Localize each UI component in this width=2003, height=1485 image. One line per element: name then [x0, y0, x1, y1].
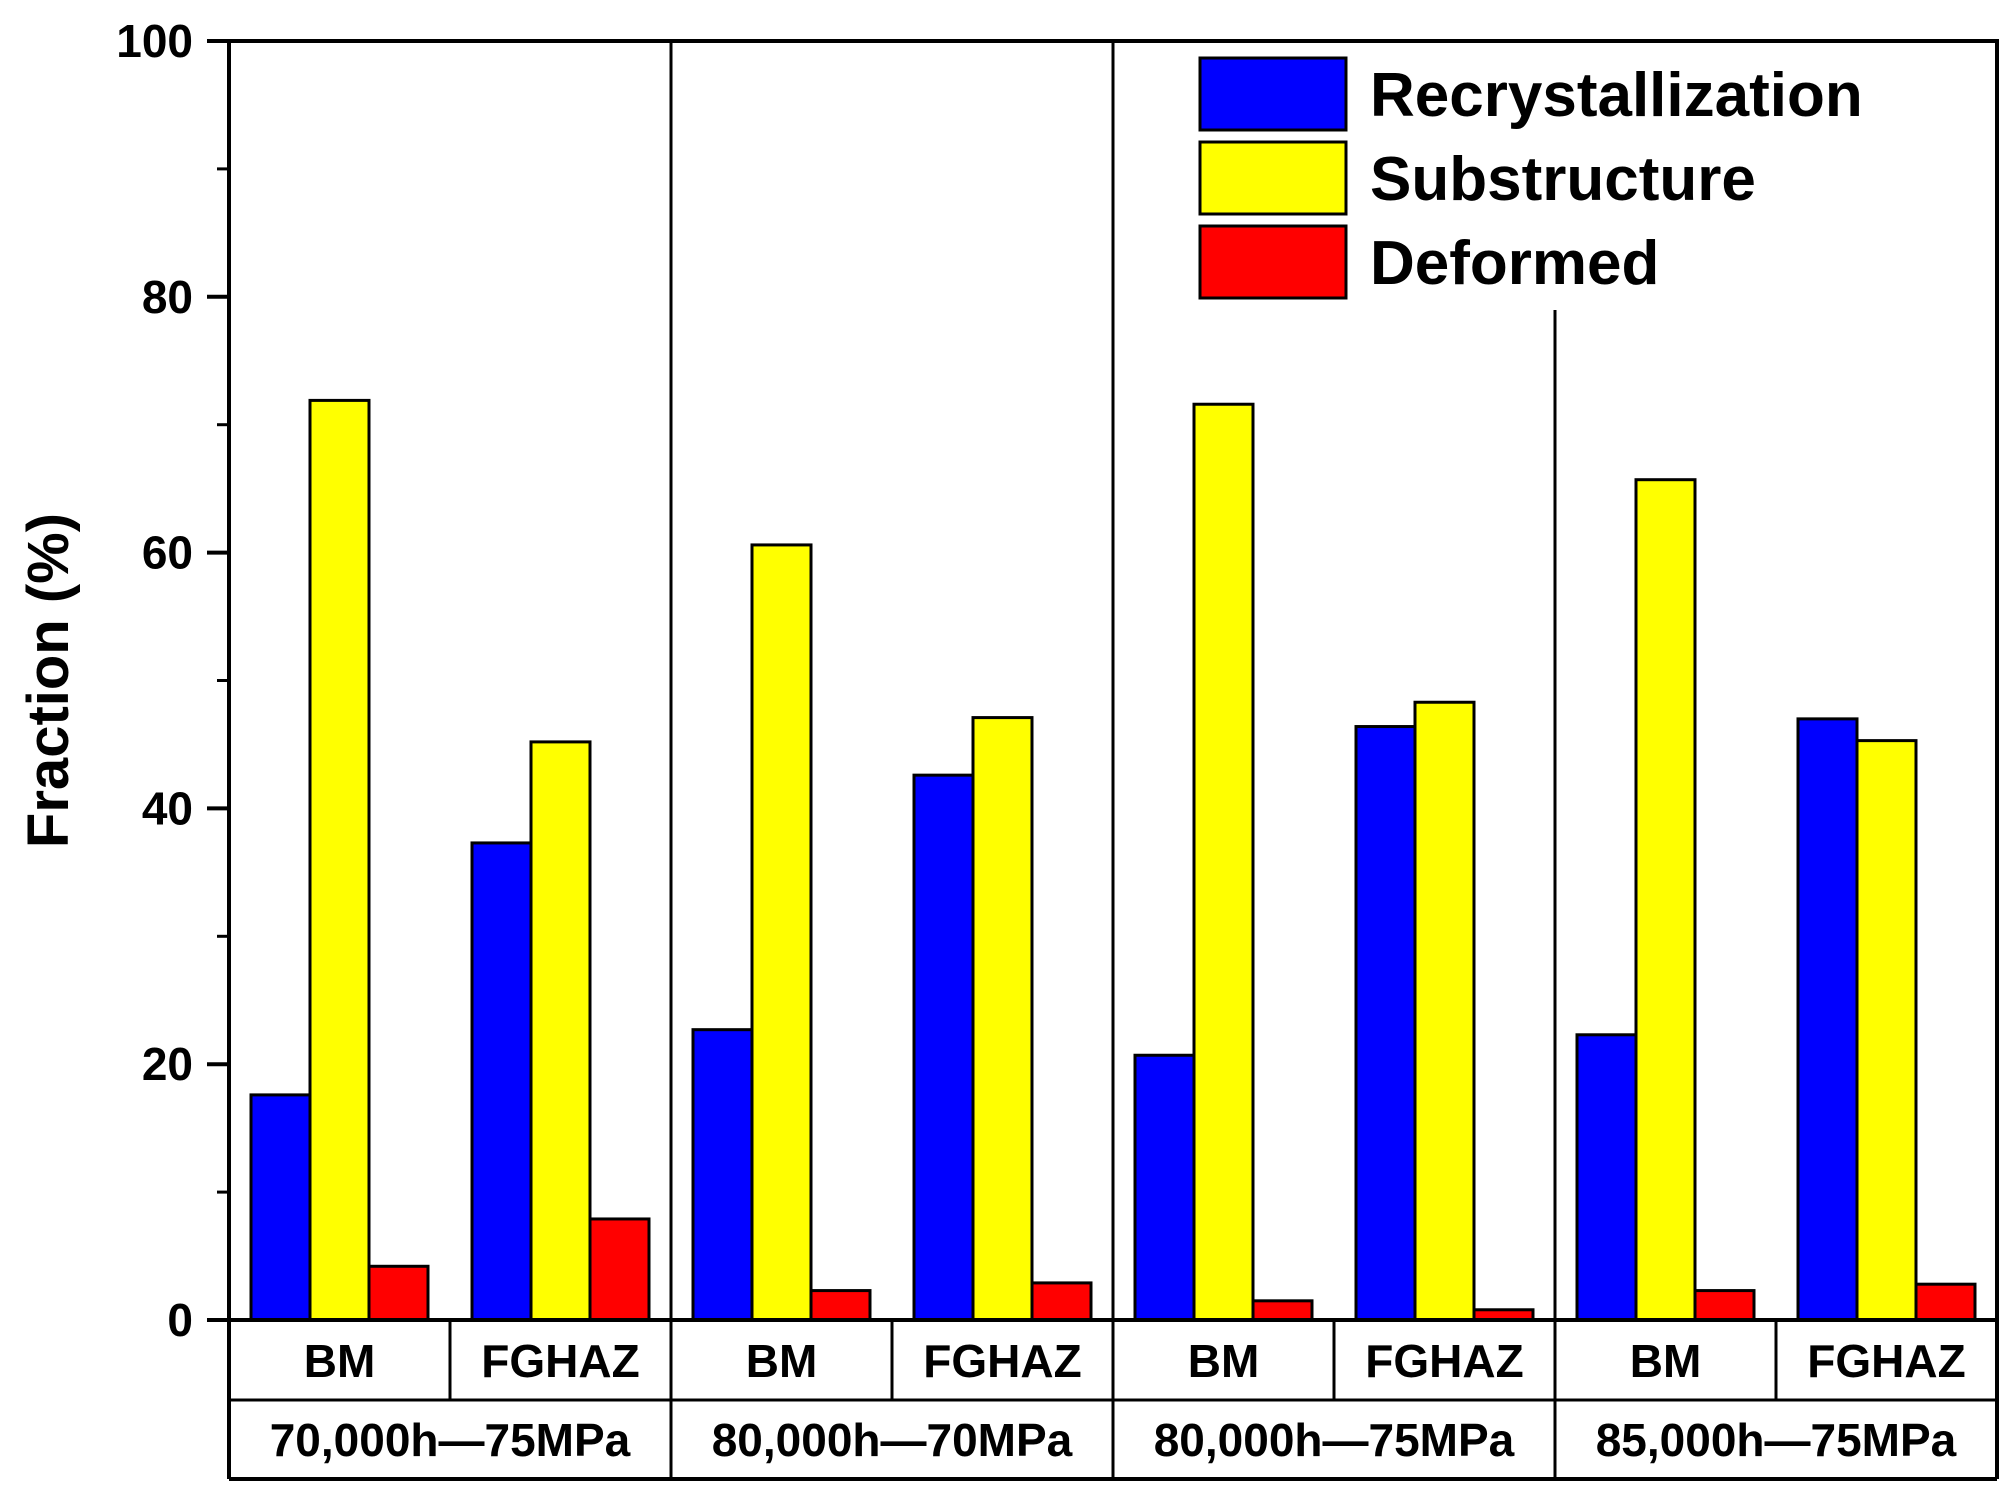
bar-deformed-80-000h-70mpa-fghaz	[1030, 1281, 1093, 1322]
legend-swatch-substructure	[1198, 140, 1348, 216]
bar-substructure-70-000h-75mpa-bm	[308, 398, 371, 1322]
y-tick-label: 0	[167, 1294, 193, 1346]
group-label: 80,000h—70MPa	[712, 1414, 1073, 1466]
category-label-bm: BM	[1630, 1335, 1702, 1387]
group-label: 80,000h—75MPa	[1154, 1414, 1515, 1466]
axes-layer	[207, 39, 1999, 1481]
bar-substructure-80-000h-75mpa-bm	[1192, 402, 1255, 1322]
bar-recrystallization-70-000h-75mpa-bm	[249, 1093, 312, 1322]
bar-substructure-80-000h-70mpa-bm	[750, 543, 813, 1322]
legend: Recrystallization Substructure Deformed	[1198, 56, 1863, 300]
category-label-fghaz: FGHAZ	[481, 1335, 639, 1387]
bar-deformed-70-000h-75mpa-bm	[367, 1264, 430, 1322]
group-label: 85,000h—75MPa	[1596, 1414, 1957, 1466]
legend-swatch-recrystallization	[1198, 56, 1348, 132]
bar-recrystallization-70-000h-75mpa-fghaz	[470, 841, 533, 1322]
y-tick-label: 80	[142, 271, 193, 323]
bar-recrystallization-80-000h-75mpa-bm	[1133, 1053, 1196, 1322]
legend-label-substructure: Substructure	[1370, 145, 1756, 214]
bar-deformed-80-000h-70mpa-bm	[809, 1289, 872, 1322]
category-label-bm: BM	[1188, 1335, 1260, 1387]
legend-label-deformed: Deformed	[1370, 229, 1659, 298]
bars-layer	[249, 398, 1977, 1322]
bar-substructure-85-000h-75mpa-bm	[1634, 478, 1697, 1322]
bar-substructure-80-000h-75mpa-fghaz	[1413, 700, 1476, 1322]
y-tick-label: 100	[116, 15, 193, 67]
labels-layer: 0 20 40 60 80 100 Fraction (%) BM FGHAZ 70,000h—7…	[16, 15, 1966, 1466]
category-label-bm: BM	[304, 1335, 376, 1387]
category-label-fghaz: FGHAZ	[1365, 1335, 1523, 1387]
category-label-bm: BM	[746, 1335, 818, 1387]
category-label-fghaz: FGHAZ	[1807, 1335, 1965, 1387]
bar-deformed-85-000h-75mpa-fghaz	[1914, 1282, 1977, 1322]
bar-deformed-70-000h-75mpa-fghaz	[588, 1217, 651, 1322]
bar-substructure-70-000h-75mpa-fghaz	[529, 740, 592, 1322]
bar-substructure-85-000h-75mpa-fghaz	[1855, 739, 1918, 1322]
group-label: 70,000h—75MPa	[270, 1414, 631, 1466]
y-axis-label: Fraction (%)	[16, 513, 81, 848]
bar-recrystallization-80-000h-70mpa-bm	[691, 1028, 754, 1322]
legend-swatch-deformed	[1198, 224, 1348, 300]
y-tick-label: 40	[142, 782, 193, 834]
bar-recrystallization-80-000h-75mpa-fghaz	[1354, 725, 1417, 1322]
y-tick-label: 20	[142, 1038, 193, 1090]
y-tick-label: 60	[142, 527, 193, 579]
bar-recrystallization-80-000h-70mpa-fghaz	[912, 773, 975, 1322]
bar-recrystallization-85-000h-75mpa-fghaz	[1796, 717, 1859, 1322]
legend-label-recrystallization: Recrystallization	[1370, 61, 1863, 130]
bar-deformed-80-000h-75mpa-bm	[1251, 1299, 1314, 1322]
category-label-fghaz: FGHAZ	[923, 1335, 1081, 1387]
bar-deformed-85-000h-75mpa-bm	[1693, 1289, 1756, 1322]
bar-substructure-80-000h-70mpa-fghaz	[971, 716, 1034, 1322]
bar-recrystallization-85-000h-75mpa-bm	[1575, 1033, 1638, 1322]
